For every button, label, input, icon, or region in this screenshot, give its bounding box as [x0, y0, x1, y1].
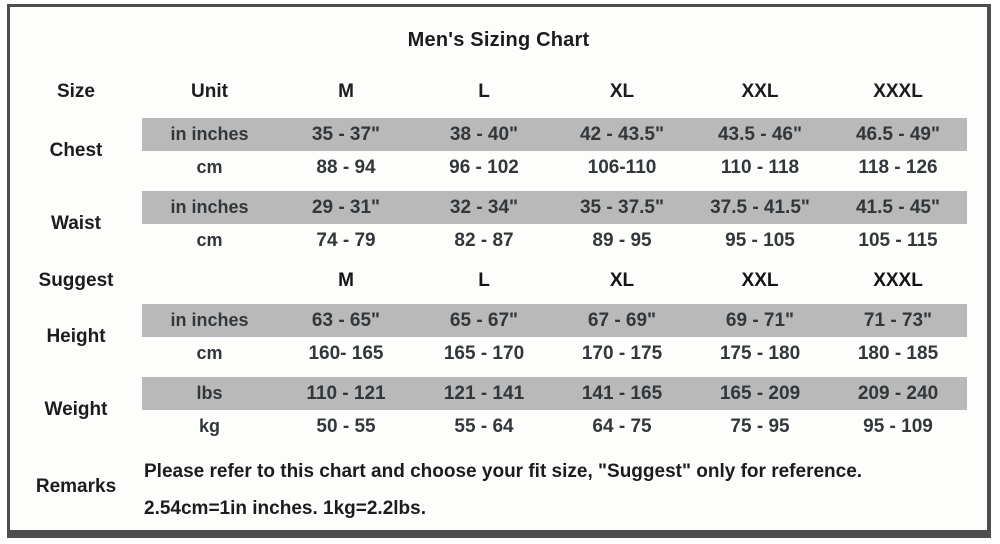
- col-header-xxxl: XXXL: [873, 81, 923, 102]
- table-cell: 32 - 34": [449, 196, 519, 218]
- table-cell: L: [478, 269, 490, 291]
- table-cell: 46.5 - 49": [855, 123, 940, 145]
- group-remarks: Remarks Please refer to this chart and c…: [10, 447, 987, 527]
- table-row-height-inches: in inches 63 - 65" 65 - 67" 67 - 69" 69 …: [142, 304, 967, 337]
- table-cell: 41.5 - 45": [855, 196, 940, 218]
- group-chest: Chest in inches 35 - 37" 38 - 40" 42 - 4…: [10, 118, 987, 184]
- table-cell: 89 - 95: [592, 229, 652, 251]
- table-cell: 106-110: [587, 156, 657, 178]
- table-cell: 95 - 109: [863, 415, 933, 437]
- table-cell: 180 - 185: [857, 342, 939, 364]
- col-header-l: L: [478, 81, 490, 102]
- table-cell: 35 - 37": [311, 123, 381, 145]
- table-cell: 105 - 115: [858, 229, 938, 251]
- table-row-chest-inches: in inches 35 - 37" 38 - 40" 42 - 43.5" 4…: [142, 118, 967, 151]
- unit-cell: lbs: [196, 383, 223, 403]
- unit-cell: kg: [198, 416, 220, 436]
- table-cell: XL: [609, 269, 635, 291]
- col-header-xl: XL: [609, 81, 635, 102]
- group-height: Height in inches 63 - 65" 65 - 67" 67 - …: [10, 304, 987, 370]
- table-cell: 82 - 87: [454, 229, 514, 251]
- table-row-chest-cm: cm 88 - 94 96 - 102 106-110 110 - 118 11…: [142, 151, 967, 184]
- group-waist: Waist in inches 29 - 31" 32 - 34" 35 - 3…: [10, 191, 987, 257]
- table-cell: 55 - 64: [454, 415, 514, 437]
- table-header-row: Size Unit M L XL XXL XXXL: [10, 73, 987, 111]
- unit-cell: cm: [196, 230, 223, 250]
- table-row-waist-cm: cm 74 - 79 82 - 87 89 - 95 95 - 105 105 …: [142, 224, 967, 257]
- row-label-remarks: Remarks: [35, 476, 117, 497]
- table-cell: 67 - 69": [587, 309, 657, 331]
- remarks-line-1: Please refer to this chart and choose yo…: [144, 461, 863, 482]
- table-cell: 75 - 95: [730, 415, 790, 437]
- unit-cell: cm: [196, 343, 223, 363]
- table-cell: 37.5 - 41.5": [710, 196, 810, 218]
- table-cell: 121 - 141: [443, 382, 525, 404]
- table-cell: 88 - 94: [316, 156, 376, 178]
- table-row-waist-inches: in inches 29 - 31" 32 - 34" 35 - 37.5" 3…: [142, 191, 967, 224]
- col-header-size: Size: [56, 81, 96, 102]
- table-cell: 165 - 209: [719, 382, 801, 404]
- table-cell: 29 - 31": [311, 196, 381, 218]
- table-cell: 38 - 40": [449, 123, 519, 145]
- table-cell: 110 - 118: [720, 156, 800, 178]
- unit-cell: in inches: [170, 310, 249, 330]
- remarks-line-2: 2.54cm=1in inches. 1kg=2.2lbs.: [144, 498, 426, 519]
- table-cell: XXXL: [873, 269, 923, 291]
- table-cell: 209 - 240: [857, 382, 939, 404]
- table-row-height-cm: cm 160- 165 165 - 170 170 - 175 175 - 18…: [142, 337, 967, 370]
- col-header-xxl: XXL: [741, 81, 779, 102]
- table-cell: 95 - 105: [725, 229, 795, 251]
- table-cell: 175 - 180: [719, 342, 801, 364]
- table-cell: 71 - 73": [863, 309, 933, 331]
- table-cell: 110 - 121: [306, 382, 386, 404]
- table-cell: 170 - 175: [581, 342, 663, 364]
- table-cell: 50 - 55: [316, 415, 376, 437]
- table-cell: 35 - 37.5": [579, 196, 664, 218]
- table-cell: M: [338, 269, 354, 291]
- table-cell: 63 - 65": [311, 309, 381, 331]
- table-cell: 74 - 79: [316, 229, 376, 251]
- table-cell: 69 - 71": [725, 309, 795, 331]
- chart-title: Men's Sizing Chart: [407, 28, 590, 51]
- group-suggest: Suggest M L XL XXL XXXL: [10, 264, 987, 297]
- unit-cell: in inches: [170, 197, 249, 217]
- table-cell: 96 - 102: [449, 156, 519, 178]
- group-weight: Weight lbs 110 - 121 121 - 141 141 - 165…: [10, 377, 987, 443]
- row-label-chest: Chest: [49, 140, 103, 161]
- unit-cell: cm: [196, 157, 223, 177]
- table-row-suggest: M L XL XXL XXXL: [142, 264, 967, 297]
- table-cell: 165 - 170: [443, 342, 525, 364]
- table-cell: 160- 165: [308, 342, 384, 364]
- table-cell: XXL: [741, 269, 779, 291]
- unit-cell: in inches: [170, 124, 249, 144]
- table-row-weight-kg: kg 50 - 55 55 - 64 64 - 75 75 - 95 95 - …: [142, 410, 967, 443]
- col-header-m: M: [338, 81, 354, 102]
- table-cell: 141 - 165: [581, 382, 663, 404]
- remarks-text: Please refer to this chart and choose yo…: [142, 447, 987, 527]
- row-label-waist: Waist: [51, 213, 101, 234]
- table-cell: 64 - 75: [592, 415, 652, 437]
- table-cell: 65 - 67": [449, 309, 519, 331]
- col-header-unit: Unit: [191, 81, 228, 102]
- row-label-suggest: Suggest: [38, 269, 114, 291]
- table-cell: 43.5 - 46": [717, 123, 802, 145]
- table-cell: 118 - 126: [858, 156, 938, 178]
- sizing-chart-table: Men's Sizing Chart Size Unit M L XL XXL …: [7, 4, 991, 538]
- row-label-height: Height: [46, 326, 106, 347]
- table-row-weight-lbs: lbs 110 - 121 121 - 141 141 - 165 165 - …: [142, 377, 967, 410]
- table-cell: 42 - 43.5": [579, 123, 664, 145]
- row-label-weight: Weight: [44, 399, 108, 420]
